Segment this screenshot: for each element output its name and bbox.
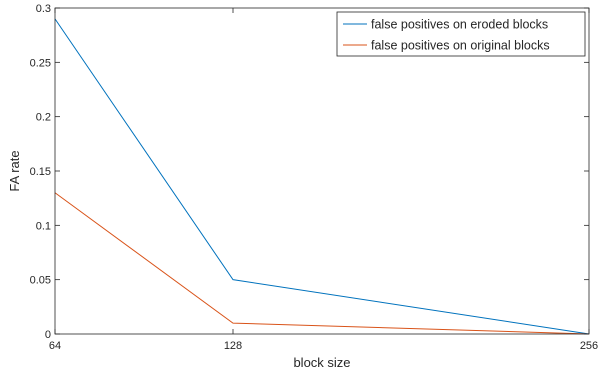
plot-area bbox=[55, 8, 589, 334]
y-tick-label: 0.25 bbox=[30, 57, 51, 69]
tick-labels: 0 0.05 0.1 0.15 0.2 0.25 0.3 64 128 256 bbox=[30, 3, 599, 352]
legend-box bbox=[336, 11, 586, 57]
x-tick-label: 128 bbox=[224, 340, 242, 352]
series-line-1 bbox=[54, 18, 590, 335]
y-tick-label: 0.1 bbox=[36, 220, 51, 232]
x-tick-label: 256 bbox=[580, 340, 598, 352]
y-tick-label: 0.3 bbox=[36, 3, 51, 15]
y-tick-label: 0.05 bbox=[30, 275, 51, 287]
axes bbox=[54, 7, 590, 335]
x-axis-title: block size bbox=[293, 355, 350, 370]
legend: false positives on eroded blocks false po… bbox=[336, 11, 586, 57]
x-tick-label: 64 bbox=[49, 340, 61, 352]
legend-label: false positives on original blocks bbox=[371, 39, 550, 53]
series-line-2 bbox=[54, 192, 590, 335]
y-tick-label: 0.2 bbox=[36, 112, 51, 124]
legend-label: false positives on eroded blocks bbox=[371, 18, 548, 32]
y-axis-title: FA rate bbox=[7, 150, 22, 191]
y-tick-label: 0 bbox=[45, 329, 51, 341]
series-lines bbox=[54, 18, 590, 335]
y-tick-label: 0.15 bbox=[30, 166, 51, 178]
